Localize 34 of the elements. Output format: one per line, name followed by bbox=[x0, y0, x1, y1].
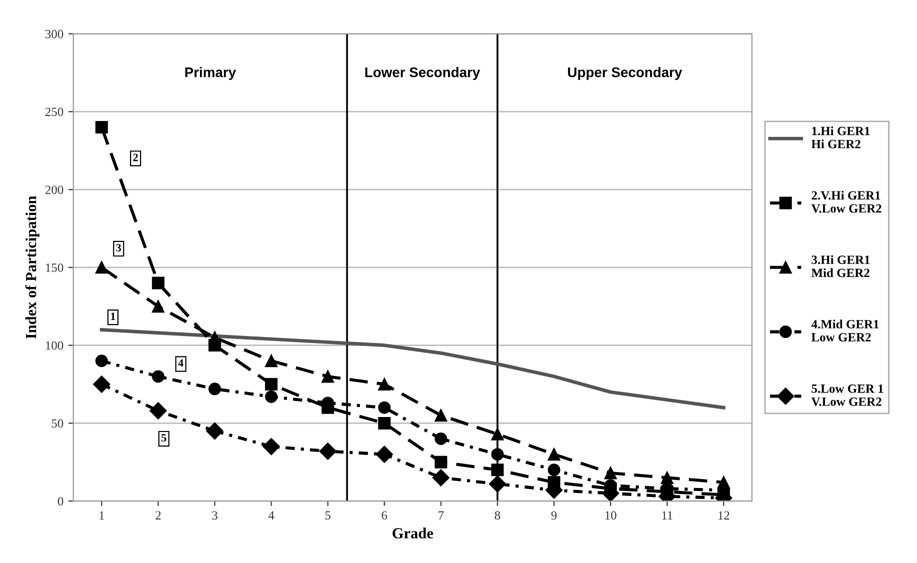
annotation: Lower Secondary bbox=[365, 67, 480, 80]
y-tick-label: 300 bbox=[45, 30, 64, 38]
annotation: 4 bbox=[178, 359, 184, 367]
y-tick-label: 50 bbox=[52, 419, 64, 428]
x-tick-label: 11 bbox=[662, 511, 672, 520]
x-tick-label: 5 bbox=[325, 511, 330, 520]
x-tick-label: 3 bbox=[212, 511, 218, 520]
x-tick-label: 7 bbox=[438, 511, 444, 520]
legend-label: 1.Hi GER1 Hi GER2 bbox=[811, 126, 870, 148]
legend-label: 4.Mid GER1 Low GER2 bbox=[811, 320, 879, 342]
y-tick-label: 250 bbox=[45, 108, 64, 116]
y-tick-label: 100 bbox=[46, 341, 64, 350]
x-tick-label: 1 bbox=[100, 511, 104, 520]
annotation: Upper Secondary bbox=[568, 67, 682, 80]
annotation: 5 bbox=[162, 434, 166, 442]
x-tick-label: 10 bbox=[605, 511, 616, 520]
x-tick-label: 4 bbox=[268, 511, 274, 520]
x-tick-label: 8 bbox=[494, 511, 500, 520]
x-axis-title: Grade bbox=[392, 528, 434, 538]
x-tick-label: 12 bbox=[718, 511, 730, 520]
x-tick-label: 2 bbox=[156, 511, 161, 520]
legend-label: 3.Hi GER1 Mid GER2 bbox=[811, 255, 870, 278]
y-tick-label: 200 bbox=[45, 186, 64, 194]
annotation: 1 bbox=[111, 312, 116, 320]
y-axis-title: Index of Participation bbox=[25, 196, 40, 339]
y-tick-label: 0 bbox=[58, 497, 64, 506]
annotation: Primary bbox=[185, 67, 236, 80]
y-tick-label: 150 bbox=[46, 263, 64, 272]
x-tick-label: 6 bbox=[382, 511, 388, 520]
annotation: 2 bbox=[133, 154, 138, 162]
x-tick-label: 9 bbox=[551, 511, 557, 520]
annotation: 3 bbox=[116, 244, 121, 252]
legend-label: 5.Low GER 1 V.Low GER2 bbox=[811, 384, 884, 406]
legend-label: 2.V.Hi GER1 V.Low GER2 bbox=[811, 190, 882, 213]
